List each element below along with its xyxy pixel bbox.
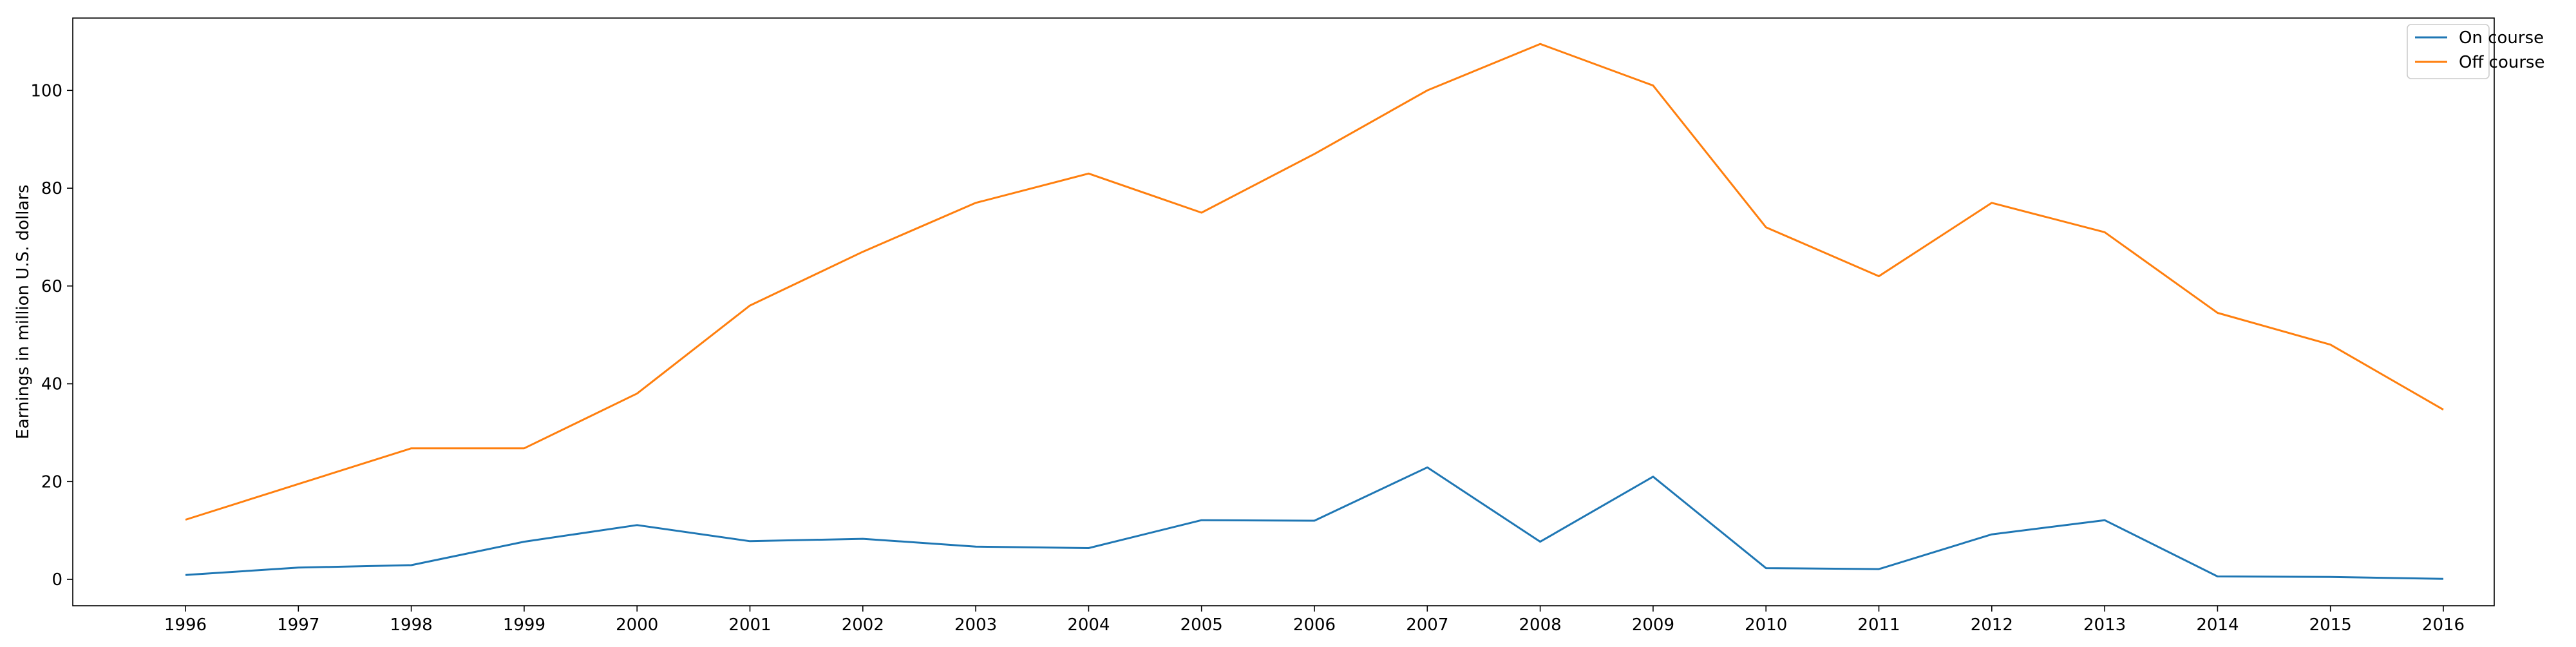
x-tick-label: 2003 — [954, 615, 997, 635]
x-tick-label: 2014 — [2196, 615, 2239, 635]
series-layer — [185, 43, 2444, 580]
legend-label-on-course: On course — [2459, 28, 2544, 48]
y-axis: 0 20 40 60 80 100 — [30, 81, 73, 590]
x-tick-label: 2008 — [1519, 615, 1562, 635]
series-line-off-course — [185, 43, 2444, 521]
series-line-on-course — [185, 466, 2444, 580]
y-axis-label: Earnings in million U.S. dollars — [14, 184, 33, 439]
legend-label-off-course: Off course — [2459, 53, 2545, 72]
x-tick-label: 2016 — [2422, 615, 2465, 635]
x-tick-label: 2007 — [1406, 615, 1448, 635]
x-tick-label: 2002 — [842, 615, 884, 635]
x-tick-label: 2012 — [1971, 615, 2013, 635]
y-tick-label: 0 — [52, 570, 62, 590]
x-tick-label: 2000 — [616, 615, 658, 635]
x-tick-label: 2011 — [1857, 615, 1900, 635]
legend: On course Off course — [2407, 24, 2545, 79]
y-tick-label: 60 — [41, 277, 62, 296]
x-tick-label: 2015 — [2309, 615, 2352, 635]
y-tick-label: 20 — [41, 472, 62, 492]
x-tick-label: 1998 — [390, 615, 433, 635]
y-tick-label: 100 — [30, 81, 62, 101]
x-tick-label: 2009 — [1632, 615, 1674, 635]
x-tick-label: 2001 — [728, 615, 771, 635]
x-tick-label: 1999 — [503, 615, 545, 635]
x-tick-label: 2005 — [1180, 615, 1223, 635]
x-tick-label: 1996 — [164, 615, 207, 635]
x-axis: 1996 1997 1998 1999 2000 2001 2002 2003 2004 2005… — [164, 606, 2465, 635]
plot-area — [72, 17, 2495, 606]
x-tick-label: 2010 — [1745, 615, 1787, 635]
x-tick-label: 2013 — [2083, 615, 2126, 635]
x-tick-label: 1997 — [277, 615, 319, 635]
y-tick-label: 80 — [41, 179, 62, 198]
x-tick-label: 2006 — [1293, 615, 1336, 635]
x-tick-label: 2004 — [1067, 615, 1110, 635]
y-tick-label: 40 — [41, 375, 62, 394]
